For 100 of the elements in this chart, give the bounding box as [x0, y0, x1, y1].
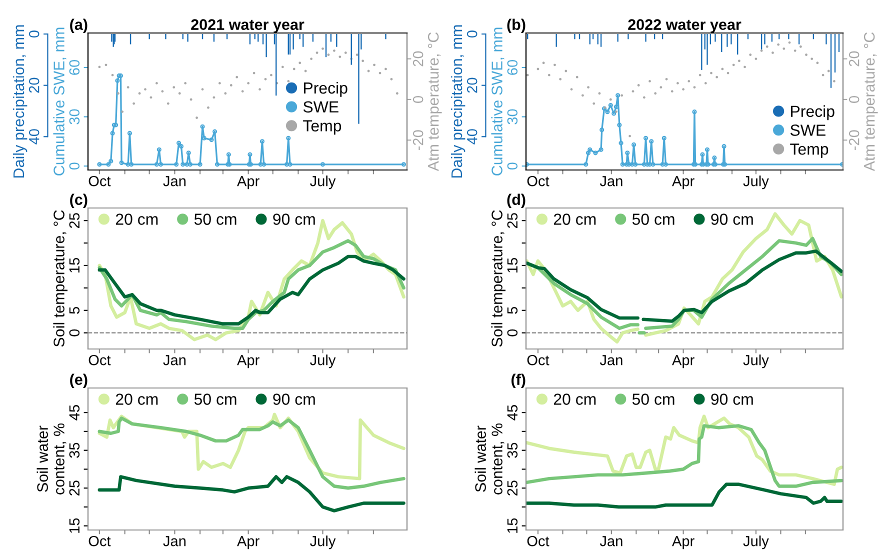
legend-label: 50 cm — [632, 214, 674, 225]
point — [592, 102, 596, 105]
y-tick-label: 30 — [507, 109, 518, 124]
point — [643, 136, 648, 140]
x-tick-label: Oct — [527, 354, 550, 366]
point — [598, 92, 601, 95]
point — [732, 64, 735, 66]
point — [588, 147, 592, 152]
point — [840, 162, 843, 167]
point — [119, 160, 124, 166]
point — [605, 110, 610, 114]
point — [682, 88, 685, 91]
point — [188, 162, 193, 167]
point — [288, 162, 292, 167]
point — [598, 147, 604, 152]
chart-title: 2022 water year — [628, 19, 742, 33]
y2-tick-label: -20 — [848, 130, 860, 150]
x-tick-label: Jan — [600, 536, 622, 546]
line-series — [98, 416, 406, 490]
y-tick-label: 45 — [507, 405, 518, 420]
y-tick-label: 30 — [69, 109, 80, 124]
x-tick-label: Oct — [527, 536, 550, 546]
y-axis-title: Soil temperature, °C — [53, 210, 68, 347]
point — [777, 43, 780, 46]
x-tick-label: Jan — [600, 176, 622, 186]
x-tick-label: Jan — [163, 355, 186, 366]
x-tick-label: Apr — [672, 536, 694, 550]
point — [722, 144, 726, 149]
point — [663, 162, 668, 167]
point — [654, 92, 657, 95]
chart-title: 2021 water year — [191, 19, 304, 33]
y2-tick-label: -20 — [412, 130, 424, 150]
legend-label: 50 cm — [194, 214, 236, 225]
legend-label: Temp — [790, 144, 828, 158]
x-tick-label: July — [310, 354, 336, 368]
point — [704, 147, 710, 152]
point — [286, 136, 291, 140]
point — [608, 102, 613, 108]
legend-label: 20 cm — [116, 394, 158, 405]
point — [616, 93, 620, 98]
y2-tick-label: 20 — [412, 51, 424, 66]
point — [816, 62, 819, 64]
point — [401, 162, 406, 167]
point — [581, 94, 584, 97]
x-tick-label: Apr — [237, 536, 260, 550]
y-tick-label: 15 — [69, 518, 80, 533]
legend-label: Precip — [791, 105, 834, 120]
text: (f) — [512, 374, 526, 388]
point — [112, 122, 116, 128]
point — [665, 78, 668, 80]
point — [526, 74, 529, 76]
line-series — [98, 254, 406, 326]
point — [292, 68, 296, 70]
point — [161, 90, 164, 93]
legend-label: 90 cm — [273, 394, 315, 405]
point — [620, 162, 625, 167]
point — [264, 78, 267, 80]
point — [129, 162, 134, 167]
y-tick-label: 15 — [69, 258, 80, 272]
legend-label: SWE — [790, 124, 826, 136]
y2-tick-label: 0 — [412, 96, 424, 103]
point — [281, 66, 284, 68]
point — [670, 90, 674, 93]
legend-label: 90 cm — [273, 214, 315, 225]
text: (e) — [70, 374, 88, 388]
y-tick-label: 0 — [69, 329, 80, 336]
point — [184, 162, 190, 167]
point — [649, 139, 654, 144]
point — [209, 137, 214, 142]
point — [262, 162, 266, 167]
point — [794, 49, 796, 52]
y-tick-label: 25 — [69, 480, 80, 496]
legend-label: SWE — [303, 101, 338, 113]
point — [176, 140, 182, 146]
point — [115, 78, 120, 83]
point — [624, 162, 629, 167]
point — [586, 150, 591, 156]
point — [542, 62, 545, 64]
point — [617, 122, 622, 128]
x-tick-label: July — [743, 176, 769, 190]
point — [650, 162, 656, 167]
y-axis-title: Cumulative SWE, mm — [491, 28, 504, 176]
y3-tick-label: 40 — [466, 129, 478, 144]
legend-label: 90 cm — [711, 394, 753, 405]
point — [236, 76, 238, 78]
y-tick-label: 15 — [507, 258, 518, 272]
legend-label: 50 cm — [632, 394, 674, 405]
x-tick-label: Apr — [672, 176, 694, 190]
y2-axis-title: Atm temperature, °C — [428, 32, 442, 172]
y-tick-label: 15 — [507, 518, 518, 533]
x-tick-label: July — [743, 354, 769, 368]
point — [258, 162, 263, 167]
text: (a) — [70, 18, 88, 33]
point — [248, 152, 252, 157]
point — [158, 162, 164, 167]
y-tick-label: 5 — [507, 306, 518, 314]
y-tick-label: 5 — [69, 306, 80, 314]
legend-label: 20 cm — [116, 214, 158, 225]
y-tick-label: 35 — [507, 442, 518, 458]
point — [214, 162, 220, 167]
